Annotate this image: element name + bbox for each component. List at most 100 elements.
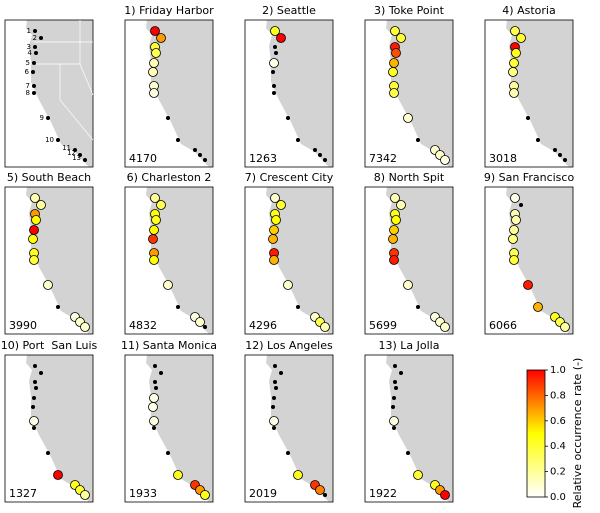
panel-frame xyxy=(124,19,214,168)
station-circle xyxy=(151,48,161,58)
station-circle xyxy=(523,280,533,290)
station-circle xyxy=(80,322,90,332)
station-circle xyxy=(516,33,526,43)
station-dot xyxy=(46,116,50,120)
station-circle xyxy=(156,200,166,210)
station-dot xyxy=(323,493,327,497)
panel-count: 5699 xyxy=(369,319,397,332)
map-panel: 7) Crescent City 4296 xyxy=(244,171,334,335)
station-circle xyxy=(53,470,63,480)
station-circle xyxy=(156,33,166,43)
station-label: 4 xyxy=(28,49,33,57)
station-circle xyxy=(270,26,280,36)
station-circle xyxy=(269,58,279,68)
panel-count: 2019 xyxy=(249,487,277,500)
station-label: 3 xyxy=(27,43,31,51)
station-circle xyxy=(80,490,90,500)
station-label: 1 xyxy=(27,27,31,35)
colorbar-tick-label: 0.4 xyxy=(550,441,566,452)
station-dot xyxy=(558,153,562,157)
station-dot xyxy=(34,386,38,390)
panel-frame xyxy=(244,186,334,335)
station-dot xyxy=(393,380,397,384)
station-label: 10 xyxy=(45,136,54,144)
station-dot xyxy=(159,371,163,375)
map-panel: 5) South Beach 3990 xyxy=(4,171,94,335)
panel-frame xyxy=(4,186,94,335)
land xyxy=(26,20,93,167)
station-dot xyxy=(32,426,36,430)
land xyxy=(26,187,93,334)
panel-title: 7) Crescent City xyxy=(245,171,334,184)
station-circle xyxy=(508,234,518,244)
station-circle xyxy=(403,113,413,123)
panel-count: 1922 xyxy=(369,487,397,500)
state-border xyxy=(79,20,94,96)
land xyxy=(146,355,213,502)
map-panel: 8) North Spit 5699 xyxy=(364,171,454,335)
station-circle xyxy=(149,416,159,426)
panel-frame xyxy=(484,186,574,335)
station-circle xyxy=(195,317,205,327)
panel-count: 3018 xyxy=(489,152,517,165)
station-dot xyxy=(271,70,275,74)
station-dot xyxy=(176,138,180,142)
station-circle xyxy=(511,215,521,225)
panel-title: 13) La Jolla xyxy=(379,339,440,352)
station-dot xyxy=(39,371,43,375)
station-circle xyxy=(30,193,40,203)
station-dot xyxy=(318,153,322,157)
station-dot xyxy=(394,386,398,390)
station-circle xyxy=(29,255,39,265)
colorbar-label: Relative occurrence rate (-) xyxy=(571,358,584,509)
station-dot xyxy=(272,91,276,95)
panel-count: 4832 xyxy=(129,319,157,332)
station-dot xyxy=(78,153,82,157)
station-circle xyxy=(509,255,519,265)
station-label: 6 xyxy=(25,68,30,76)
station-dot xyxy=(31,405,35,409)
station-circle xyxy=(293,470,303,480)
station-circle xyxy=(510,193,520,203)
panel-title: 1) Friday Harbor xyxy=(124,4,214,17)
station-dot xyxy=(274,51,278,55)
station-dot xyxy=(193,148,197,152)
panel-title: 12) Los Angeles xyxy=(245,339,333,352)
land xyxy=(146,187,213,334)
station-circle xyxy=(403,280,413,290)
panel-frame xyxy=(364,186,454,335)
station-circle xyxy=(150,26,160,36)
station-dot xyxy=(203,325,207,329)
land xyxy=(386,187,453,334)
station-label: 9 xyxy=(40,114,44,122)
map-panel: 3) Toke Point 7342 xyxy=(364,4,454,168)
land xyxy=(506,20,573,167)
panel-frame xyxy=(484,19,574,168)
land xyxy=(266,187,333,334)
land xyxy=(266,20,333,167)
station-circle xyxy=(269,416,279,426)
station-dot xyxy=(153,364,157,368)
land xyxy=(506,187,573,334)
station-circle xyxy=(276,200,286,210)
state-border xyxy=(59,64,94,141)
station-circle xyxy=(276,33,286,43)
station-dot xyxy=(46,451,50,455)
station-circle xyxy=(163,280,173,290)
panel-count: 7342 xyxy=(369,152,397,165)
station-circle xyxy=(149,58,159,68)
station-dot xyxy=(272,396,276,400)
station-dot xyxy=(39,36,43,40)
panel-title: 5) South Beach xyxy=(7,171,91,184)
colorbar-tick-label: 0.8 xyxy=(550,390,566,401)
station-label: 7 xyxy=(26,82,30,90)
station-label: 5 xyxy=(26,59,30,67)
panel-count: 1933 xyxy=(129,487,157,500)
panel-frame xyxy=(244,354,334,503)
station-dot xyxy=(323,158,327,162)
station-circle xyxy=(389,255,399,265)
panel-title: 4) Astoria xyxy=(502,4,555,17)
station-circle xyxy=(509,225,519,235)
station-dot xyxy=(272,84,276,88)
station-circle xyxy=(36,200,46,210)
